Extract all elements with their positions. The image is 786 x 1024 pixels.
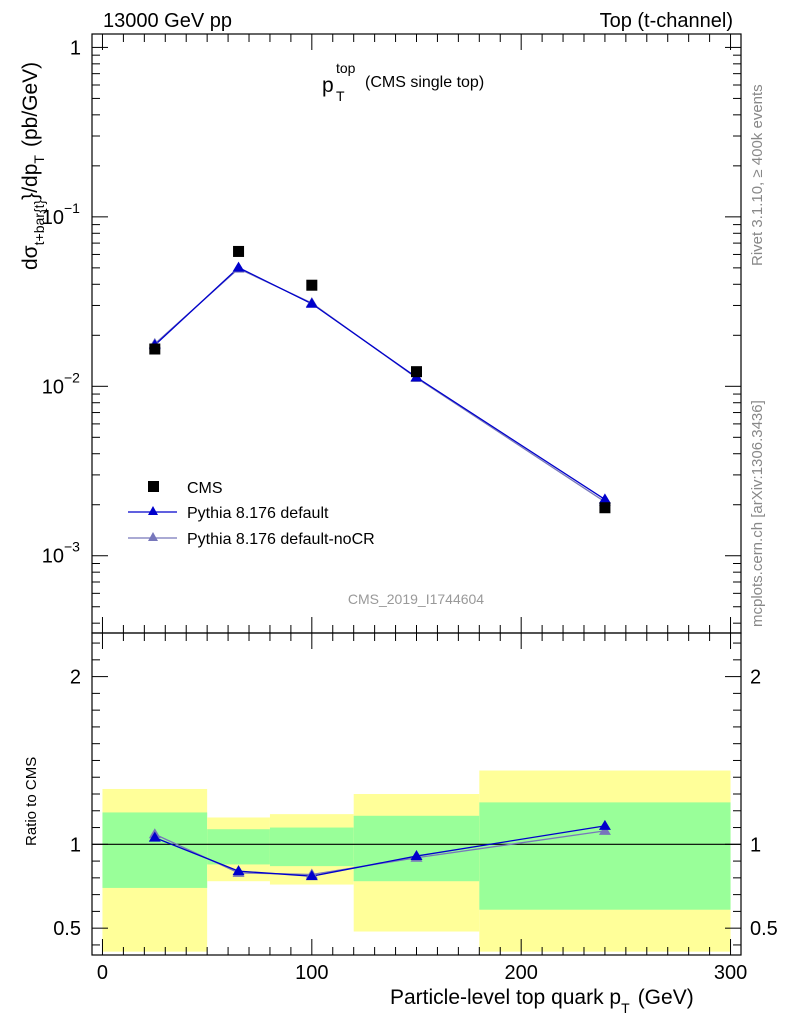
plot-title-sub: T bbox=[336, 88, 345, 104]
ratio-panel: 0.5 0.5 1 1 2 2 0 100 200 300 bbox=[53, 632, 778, 984]
main-y-tick-exponent: −1 bbox=[64, 200, 80, 216]
main-series bbox=[148, 245, 611, 514]
plot-title-note: (CMS single top) bbox=[365, 74, 484, 91]
main-line-nocr bbox=[154, 267, 606, 503]
band-inner bbox=[207, 829, 270, 865]
x-tick-label: 300 bbox=[714, 962, 747, 984]
header-left: 13000 GeV pp bbox=[103, 10, 232, 32]
x-axis-label-sub: T bbox=[621, 1000, 630, 1016]
ratio-y-tick-label-left: 0.5 bbox=[53, 918, 81, 940]
y-axis-label-sub2: T bbox=[31, 155, 47, 164]
band-inner bbox=[269, 827, 354, 867]
legend-marker-cms bbox=[148, 481, 159, 492]
y-axis-label-mid: }/dp bbox=[19, 164, 42, 200]
ratio-y-ticks bbox=[92, 642, 741, 946]
ratio-y-tick-label-left: 1 bbox=[70, 834, 81, 856]
band-inner bbox=[353, 815, 480, 882]
main-point-default bbox=[598, 493, 611, 504]
main-y-tick-label: 10 bbox=[42, 546, 64, 568]
main-point-cms bbox=[306, 279, 318, 291]
main-point-default bbox=[305, 297, 318, 308]
main-y-tick-label: 10 bbox=[42, 207, 64, 229]
ratio-y-tick-label-right: 2 bbox=[750, 667, 761, 689]
svg-text:dσt+bar{t}}/dpT(pb/GeV): dσt+bar{t}}/dpT (pb/GeV) bbox=[19, 62, 47, 270]
source-label: mcplots.cern.ch [arXiv:1306.3436] bbox=[749, 400, 766, 627]
x-axis-label: Particle-level top quark pT (GeV) bbox=[390, 986, 694, 1016]
legend: CMS Pythia 8.176 default Pythia 8.176 de… bbox=[128, 480, 375, 548]
analysis-watermark: CMS_2019_I1744604 bbox=[348, 591, 484, 607]
ratio-y-tick-label-right: 0.5 bbox=[750, 918, 778, 940]
plot-title-sup: top bbox=[336, 60, 356, 76]
ratio-y-tick-label-right: 1 bbox=[750, 834, 761, 856]
main-point-cms bbox=[233, 245, 245, 257]
y-axis-label: dσt+bar{t}}/dpT (pb/GeV) bbox=[19, 62, 47, 270]
header-right: Top (t-channel) bbox=[600, 10, 733, 32]
ratio-series bbox=[148, 819, 611, 881]
main-y-tick-labels: 110−110−210−3 bbox=[42, 37, 81, 567]
ratio-point-default bbox=[598, 819, 611, 830]
band-inner bbox=[479, 802, 731, 910]
x-axis-label-unit: (GeV) bbox=[638, 986, 694, 1009]
ratio-point-default bbox=[148, 831, 161, 842]
main-y-tick-label: 10 bbox=[42, 376, 64, 398]
x-tick-label: 200 bbox=[504, 962, 537, 984]
main-y-tick-exponent: −3 bbox=[64, 539, 80, 555]
plot-title: p top T (CMS single top) bbox=[322, 60, 484, 104]
x-axis-label-main: Particle-level top quark p bbox=[390, 986, 621, 1009]
rivet-version-label: Rivet 3.1.10, ≥ 400k events bbox=[749, 84, 766, 266]
x-tick-labels: 0 100 200 300 bbox=[97, 962, 747, 984]
ratio-axis-label: Ratio to CMS bbox=[23, 757, 40, 846]
x-tick-label: 100 bbox=[295, 962, 328, 984]
y-axis-label-unit: (pb/GeV) bbox=[19, 62, 42, 147]
legend-label-nocr: Pythia 8.176 default-noCR bbox=[187, 531, 375, 548]
main-point-cms bbox=[599, 502, 611, 514]
main-point-cms bbox=[411, 366, 422, 378]
ratio-point-nocr bbox=[598, 824, 611, 835]
main-y-ticks bbox=[92, 46, 741, 624]
main-x-ticks bbox=[101, 34, 732, 633]
y-axis-label-sub: t+bar{t} bbox=[31, 199, 47, 245]
y-axis-label-prefix: dσ bbox=[19, 245, 42, 270]
x-tick-label: 0 bbox=[97, 962, 108, 984]
ratio-y-tick-label-left: 2 bbox=[70, 667, 81, 689]
legend-label-default: Pythia 8.176 default bbox=[187, 505, 329, 522]
band-inner bbox=[102, 812, 208, 888]
main-point-default bbox=[232, 261, 245, 272]
main-point-cms bbox=[149, 343, 161, 355]
ratio-point-default bbox=[232, 865, 245, 876]
main-y-tick-exponent: −2 bbox=[64, 369, 80, 385]
plot-title-main: p bbox=[322, 74, 334, 97]
legend-marker-nocr bbox=[148, 532, 158, 541]
ratio-y-tick-labels: 0.5 0.5 1 1 2 2 bbox=[53, 667, 778, 941]
legend-marker-default bbox=[148, 506, 158, 515]
ratio-x-ticks bbox=[101, 633, 732, 955]
main-panel: 110−110−210−3 p top T (CMS single top) C… bbox=[42, 33, 742, 634]
ratio-point-default bbox=[305, 870, 318, 881]
legend-label-cms: CMS bbox=[187, 480, 223, 497]
main-line-default bbox=[154, 266, 606, 500]
main-y-tick-label: 1 bbox=[70, 37, 81, 59]
ratio-point-default bbox=[410, 850, 423, 861]
